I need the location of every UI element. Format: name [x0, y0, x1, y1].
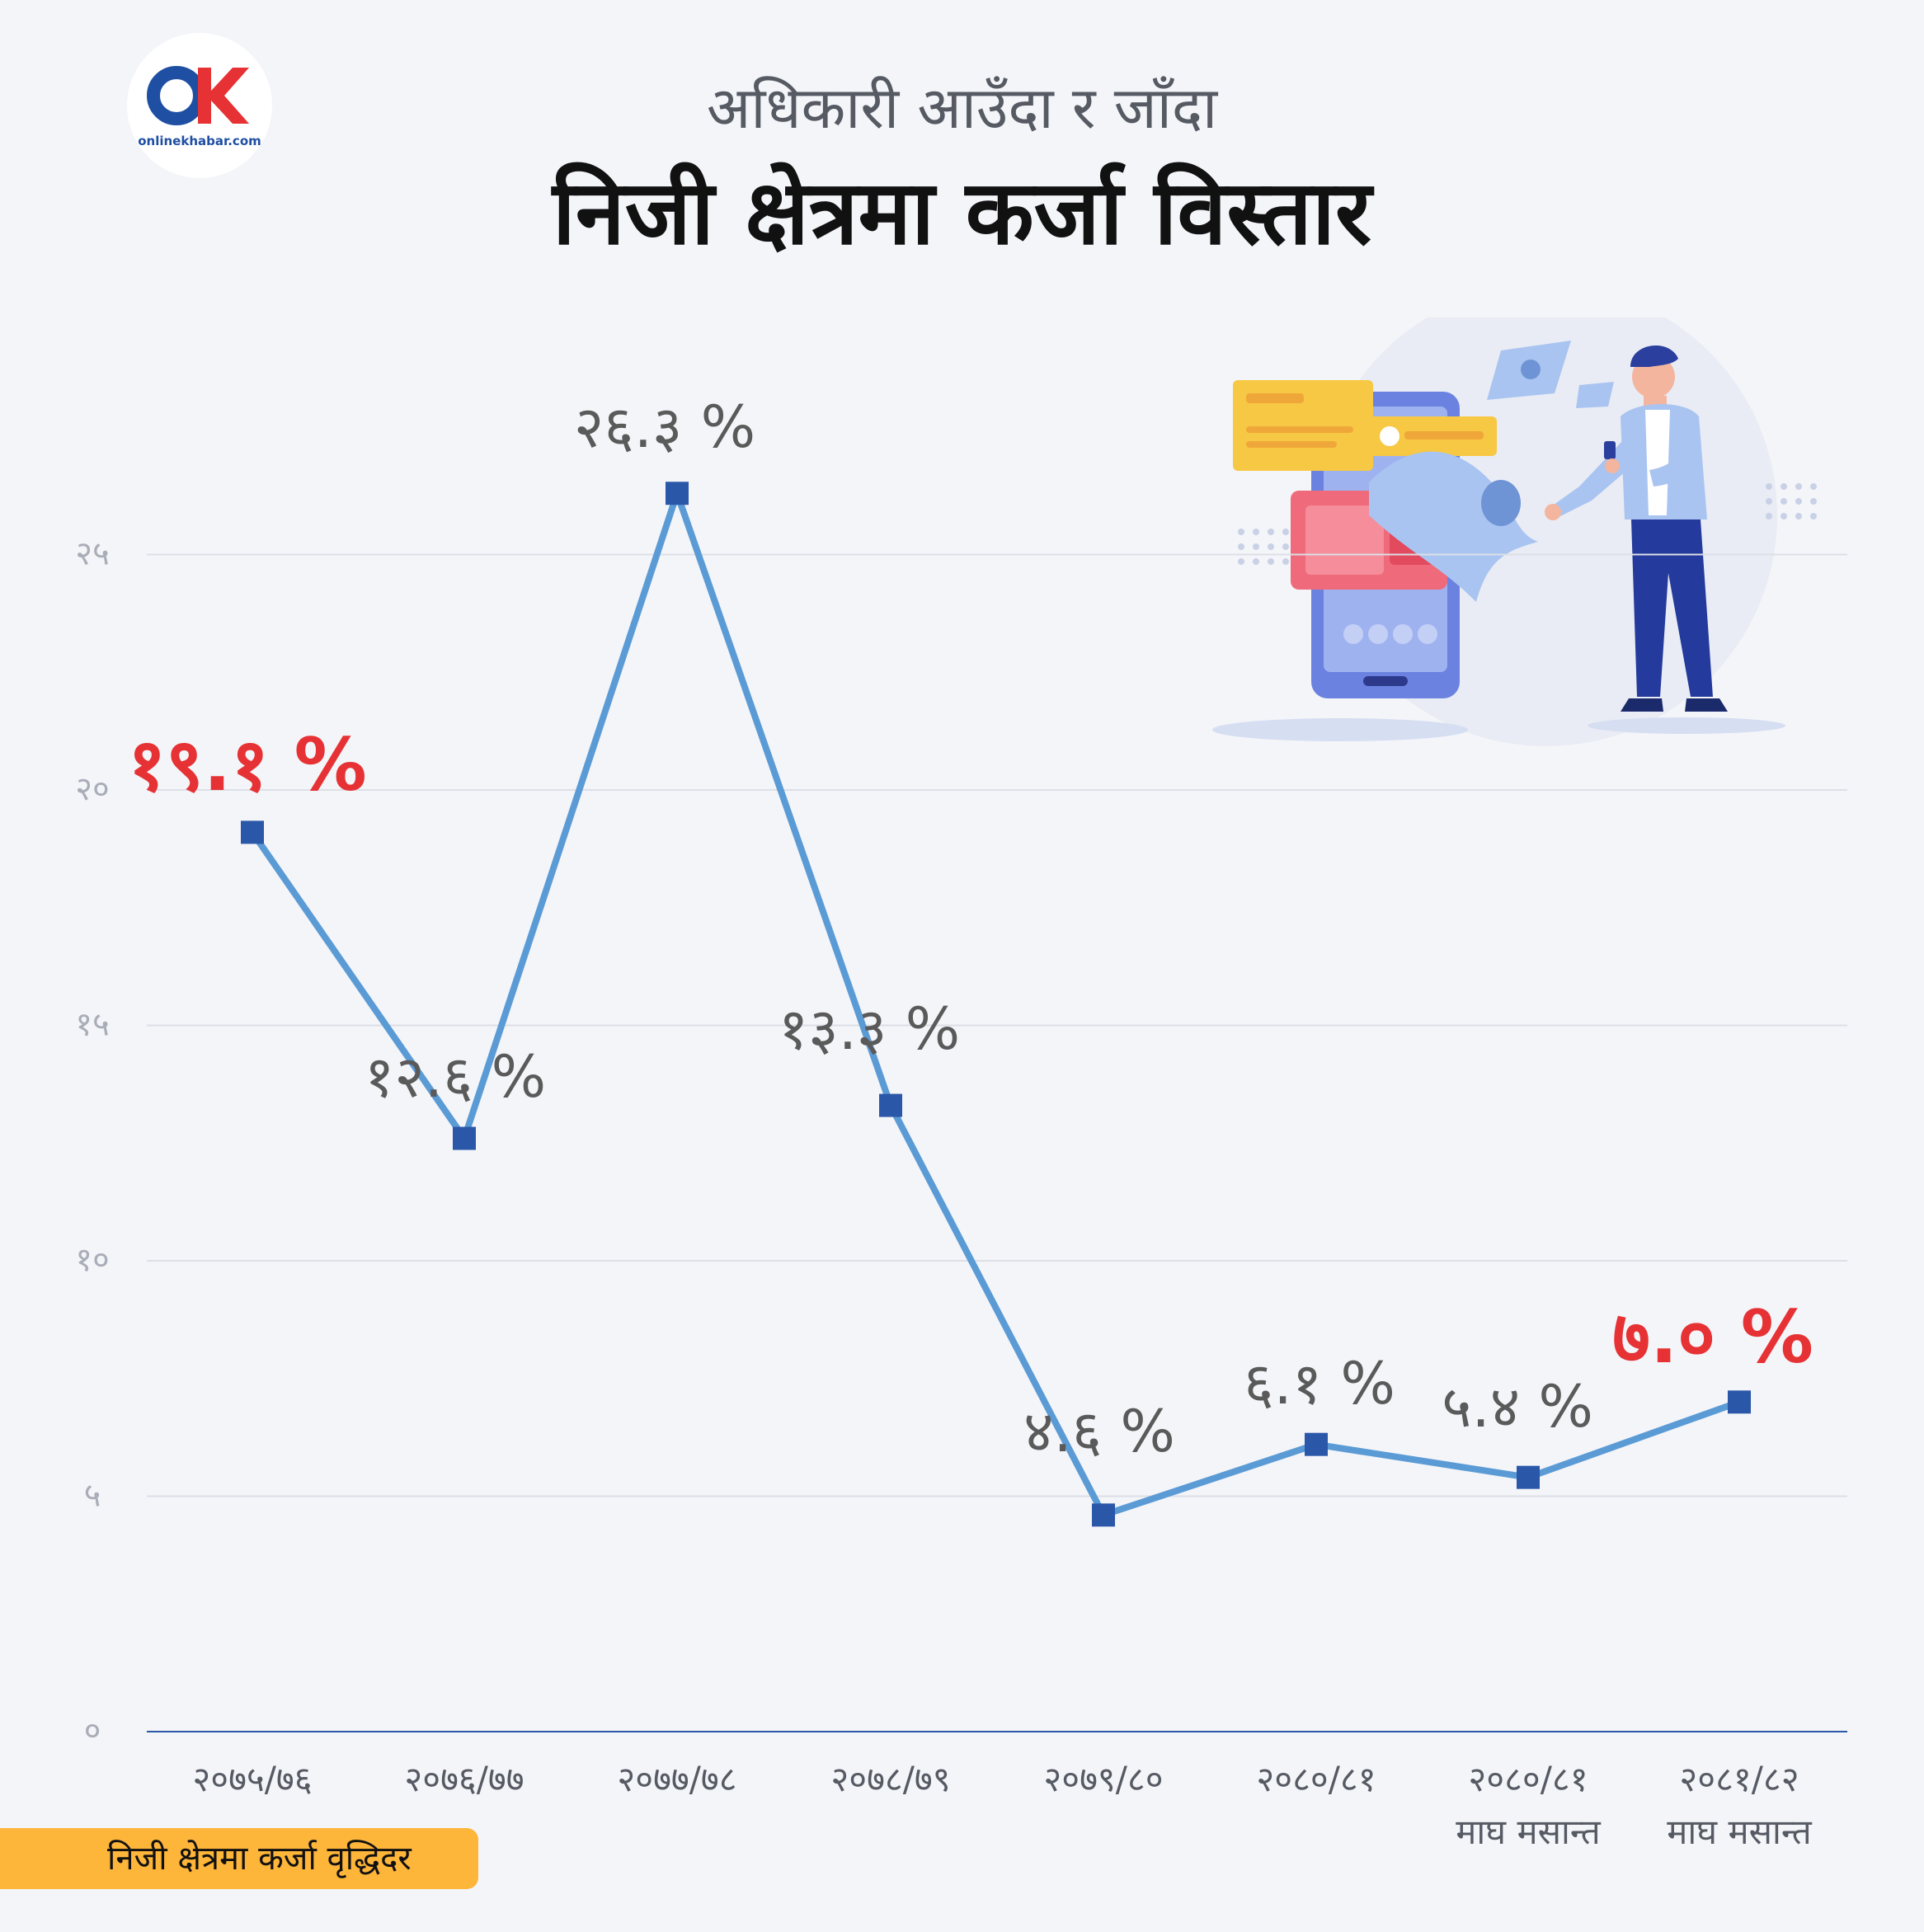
data-label: ४.६ %: [1023, 1398, 1175, 1465]
data-label: १३.३ %: [779, 995, 960, 1063]
y-tick-label: १०: [75, 1241, 110, 1279]
y-tick-label: १५: [75, 1006, 110, 1044]
data-label-highlight: १९.१ %: [128, 722, 367, 807]
data-point-marker: [1728, 1390, 1751, 1414]
data-label: १२.६ %: [365, 1043, 546, 1111]
x-tick-label: २०७६/७७: [404, 1759, 524, 1799]
logo-text: onlinekhabar.com: [138, 134, 261, 148]
x-tick-label: २०७५/७६: [192, 1759, 312, 1799]
data-point-marker: [453, 1126, 476, 1150]
data-label: २६.३ %: [574, 393, 755, 461]
x-tick-label: २०७९/८०: [1043, 1759, 1163, 1799]
x-tick-label: २०७७/७८: [617, 1759, 736, 1799]
onlinekhabar-logo: onlinekhabar.com: [127, 33, 272, 178]
y-tick-label: ५: [84, 1477, 101, 1515]
y-tick-label: २५: [75, 535, 110, 573]
x-tick-sublabel: माघ मसान्त: [1456, 1812, 1601, 1852]
data-label: ५.४ %: [1442, 1373, 1593, 1441]
x-axis-ticks: २०७५/७६ २०७६/७७ २०७७/७८ २०७८/७९ २०७९/८० २०८०/…: [192, 1759, 1812, 1852]
data-point-marker: [241, 820, 264, 844]
finance-illustration: [1212, 317, 1817, 746]
series-line: [249, 490, 1741, 1519]
data-label-highlight: ७.० %: [1612, 1295, 1813, 1380]
data-point-marker: [1305, 1432, 1328, 1456]
chart-subtitle: अधिकारी आउँदा र जाँदा: [706, 74, 1218, 142]
data-point-marker: [1092, 1503, 1115, 1527]
x-tick-label: २०८१/८२: [1679, 1759, 1799, 1799]
data-point-marker: [1517, 1465, 1540, 1489]
data-labels: १९.१ % १२.६ % २६.३ % १३.३ % ४.६ % ६.१ % ५.४ % ७…: [128, 393, 1813, 1465]
grid-lines: [147, 553, 1847, 1497]
legend-badge: निजी क्षेत्रमा कर्जा वृद्धिदर: [0, 1828, 478, 1889]
data-label: ६.१ %: [1244, 1350, 1395, 1417]
x-tick-sublabel: माघ मसान्त: [1667, 1812, 1812, 1852]
y-tick-label: ०: [84, 1712, 101, 1750]
x-tick-label: २०७८/७९: [830, 1759, 950, 1799]
chart-title: निजी क्षेत्रमा कर्जा विस्तार: [552, 162, 1372, 265]
x-tick-label: २०८०/८१: [1256, 1759, 1376, 1799]
y-axis-ticks: ० ५ १० १५ २० २५: [75, 535, 110, 1751]
x-tick-label: २०८०/८१: [1468, 1759, 1588, 1799]
data-point-marker: [666, 482, 689, 505]
y-tick-label: २०: [75, 770, 110, 808]
series-markers: [241, 482, 1751, 1527]
data-point-marker: [879, 1093, 902, 1117]
